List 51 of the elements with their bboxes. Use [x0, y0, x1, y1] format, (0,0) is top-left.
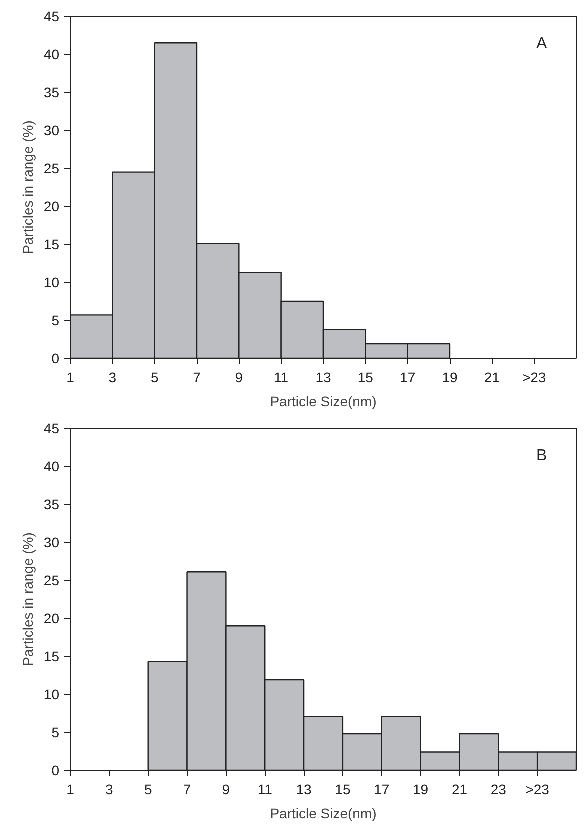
x-tick-label: 11 — [274, 370, 289, 386]
x-tick-label: 3 — [108, 370, 117, 386]
y-tick-label: 5 — [52, 312, 60, 328]
y-tick-label: 40 — [44, 458, 60, 474]
x-tick-label: 7 — [183, 782, 192, 798]
x-tick-label: 19 — [413, 782, 429, 798]
x-tick-label: 13 — [296, 782, 312, 798]
x-tick-label: 21 — [484, 370, 500, 386]
x-tick-label: >23 — [526, 782, 550, 798]
x-tick-label: 9 — [235, 370, 244, 386]
y-tick-label: 35 — [44, 496, 60, 512]
x-tick-label: 17 — [400, 370, 416, 386]
x-tick-label: 5 — [150, 370, 159, 386]
y-tick-label: 5 — [52, 724, 60, 740]
x-tick-label: 1 — [66, 370, 75, 386]
x-tick-label: 1 — [66, 782, 75, 798]
x-tick-label: 21 — [452, 782, 468, 798]
y-tick-label: 25 — [44, 160, 60, 176]
y-tick-label: 15 — [44, 648, 60, 664]
annotation: B — [536, 448, 548, 464]
x-tick-label: 15 — [335, 782, 351, 798]
y-axis-title: Particles in range (%) — [20, 532, 36, 666]
x-axis-title: Particle Size(nm) — [270, 806, 377, 822]
y-tick-label: 30 — [44, 122, 60, 138]
y-tick-label: 40 — [44, 46, 60, 62]
y-tick-label: 0 — [52, 350, 60, 366]
x-tick-label: 7 — [193, 370, 202, 386]
y-tick-label: 15 — [44, 236, 60, 252]
x-tick-label: 13 — [316, 370, 332, 386]
y-tick-label: 10 — [44, 274, 60, 290]
y-tick-label: 30 — [44, 534, 60, 550]
x-tick-label: 15 — [358, 370, 374, 386]
x-tick-label: 23 — [490, 782, 507, 798]
x-tick-label: 5 — [144, 782, 152, 798]
x-tick-label: 17 — [374, 782, 390, 798]
x-tick-label: 3 — [106, 782, 114, 798]
y-tick-label: 45 — [44, 8, 60, 24]
annotation: A — [536, 36, 548, 52]
x-tick-label: 9 — [222, 782, 230, 798]
x-axis-title: Particle Size(nm) — [270, 394, 377, 410]
y-axis-title: Particles in range (%) — [20, 120, 36, 254]
y-tick-label: 0 — [52, 762, 60, 778]
y-tick-label: 10 — [44, 686, 60, 702]
x-tick-label: 19 — [442, 370, 458, 386]
y-tick-label: 20 — [44, 610, 60, 626]
x-tick-label: 11 — [258, 782, 273, 798]
y-tick-label: 25 — [44, 572, 60, 588]
y-tick-label: 20 — [44, 198, 60, 214]
y-tick-label: 45 — [44, 420, 60, 436]
x-tick-label: >23 — [522, 370, 546, 386]
y-tick-label: 35 — [44, 84, 60, 100]
